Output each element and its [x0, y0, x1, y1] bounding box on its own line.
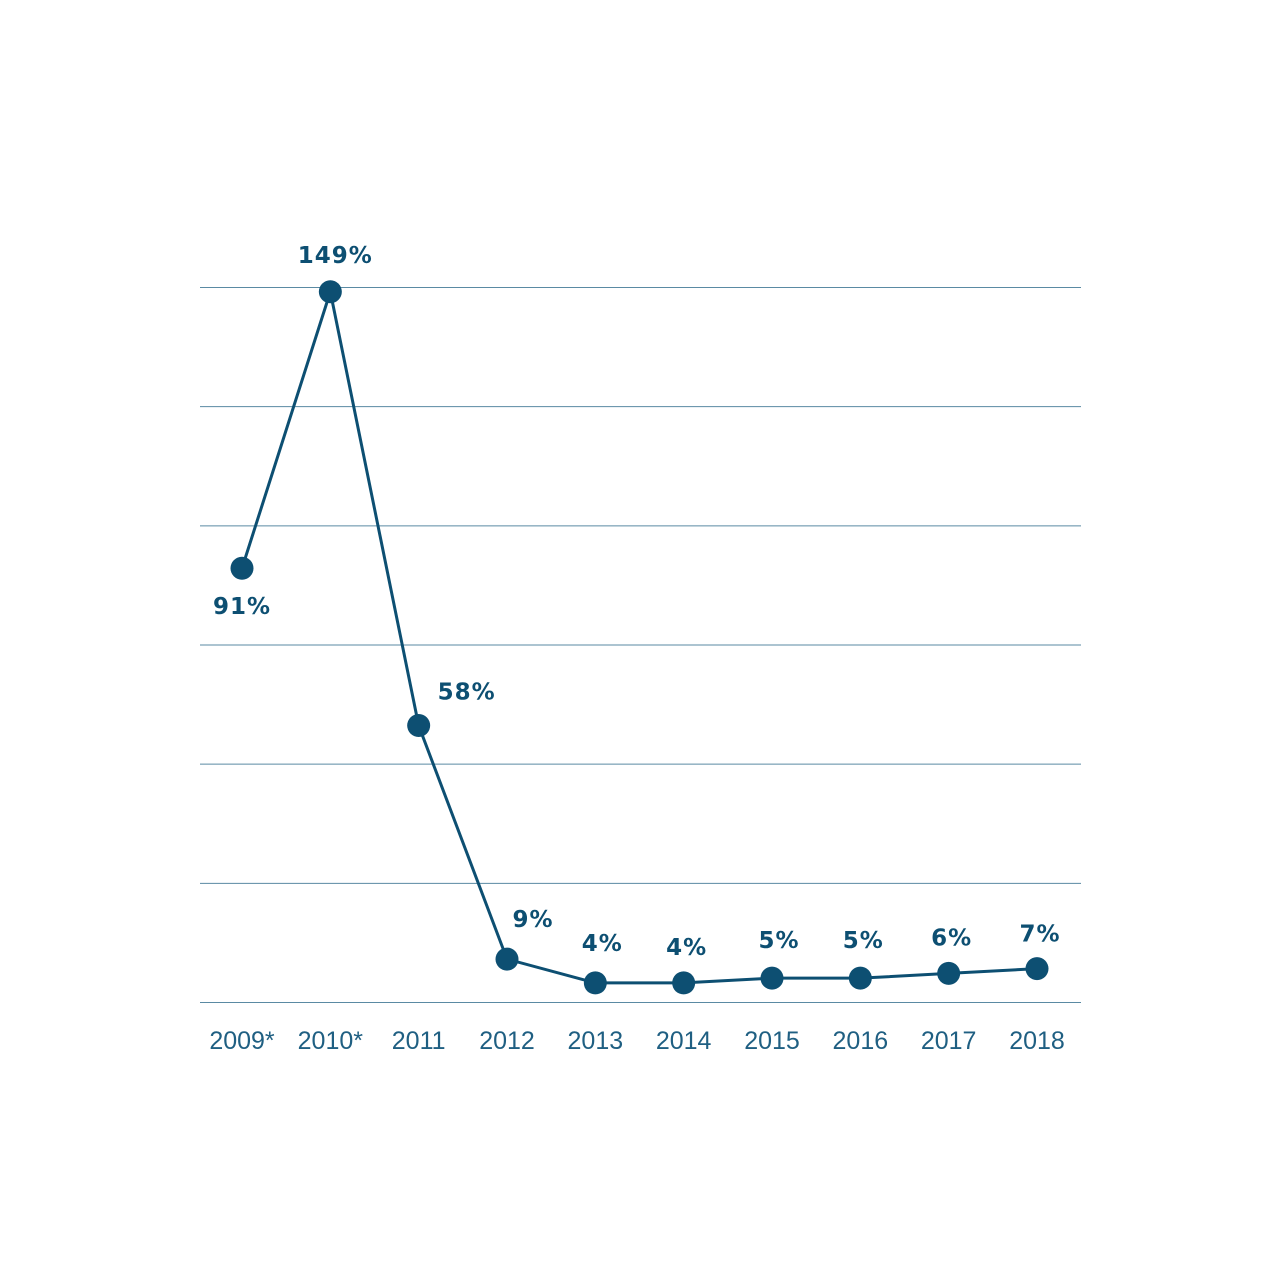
series-line — [240, 290, 1038, 985]
x-tick-label: 2009* — [209, 1027, 275, 1055]
x-tick-label: 2017 — [921, 1027, 977, 1055]
data-label: 4% — [582, 931, 623, 957]
data-point — [848, 966, 872, 990]
data-label: 7% — [1019, 922, 1060, 948]
x-tick-label: 2016 — [833, 1027, 889, 1055]
x-tick-label: 2011 — [392, 1027, 446, 1055]
data-label: 149% — [298, 243, 373, 269]
data-points — [230, 280, 1049, 995]
data-label: 6% — [931, 925, 972, 951]
data-label: 4% — [666, 935, 707, 961]
data-point — [672, 971, 696, 995]
data-label: 9% — [512, 907, 553, 933]
data-label: 58% — [438, 680, 496, 706]
data-point — [230, 556, 254, 580]
data-point — [760, 966, 784, 990]
data-point — [318, 280, 342, 304]
x-tick-label: 2015 — [744, 1027, 800, 1055]
x-tick-label: 2013 — [568, 1027, 624, 1055]
data-label: 91% — [213, 594, 271, 620]
x-tick-label: 2018 — [1009, 1027, 1065, 1055]
gridlines — [200, 287, 1081, 1003]
data-label: 5% — [843, 928, 884, 954]
data-point — [407, 714, 431, 738]
data-point — [1025, 957, 1049, 981]
data-point — [495, 947, 519, 971]
data-label: 5% — [758, 928, 799, 954]
x-axis-tick-labels: 2009* 2010* 2011 2012 2013 2014 2015 2016 2017 20… — [209, 1027, 1064, 1055]
x-tick-label: 2010* — [298, 1027, 364, 1055]
data-point — [583, 971, 607, 995]
x-tick-label: 2012 — [479, 1027, 535, 1055]
data-labels: 91% 149% 58% 9% 4% 4% 5% 5% 6% 7% — [213, 243, 1060, 961]
data-point — [937, 961, 961, 985]
x-tick-label: 2014 — [656, 1027, 712, 1055]
